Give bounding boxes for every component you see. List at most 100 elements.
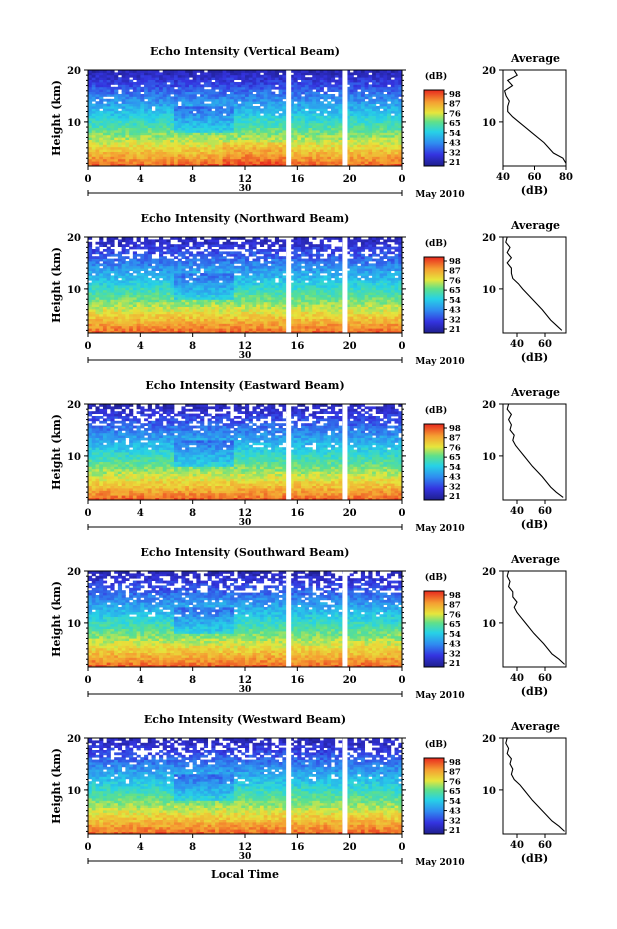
heatmap-cell (323, 103, 328, 107)
heatmap-cell (159, 115, 164, 119)
heatmap-cell (144, 301, 149, 305)
heatmap-cell (102, 301, 108, 305)
heatmap-cell (230, 101, 235, 104)
heatmap-cell (349, 113, 354, 116)
heatmap-cell (117, 132, 123, 136)
heatmap-cell (203, 321, 209, 324)
heatmap-cell (241, 113, 246, 116)
heatmap-cell (357, 151, 362, 155)
heatmap-cell (173, 127, 179, 131)
heatmap-cell (106, 98, 111, 102)
heatmap-cell (181, 316, 186, 319)
heatmap-cell (259, 149, 265, 152)
heatmap-cell (289, 163, 294, 167)
heatmap-cell (129, 96, 134, 100)
heatmap-cell (102, 127, 108, 131)
heatmap-cell (241, 84, 246, 88)
heatmap-cell (301, 79, 306, 83)
heatmap-cell (252, 101, 257, 104)
heatmap-cell (398, 91, 403, 95)
x-tick-label: 16 (290, 174, 304, 185)
heatmap-cell (132, 96, 137, 100)
heatmap-cell (230, 330, 235, 334)
heatmap-cell (256, 120, 261, 124)
heatmap-cell (211, 301, 216, 305)
heatmap-cell (282, 77, 287, 80)
heatmap-cell (162, 289, 167, 293)
heatmap-cell (278, 151, 283, 155)
heatmap-cell (383, 287, 388, 291)
heatmap-cell (226, 297, 231, 300)
heatmap-cell (390, 149, 395, 152)
heatmap-cell (203, 328, 209, 331)
heatmap-cell (200, 122, 205, 126)
heatmap-cell (151, 72, 156, 76)
heatmap-cell (125, 149, 130, 152)
heatmap-cell (147, 299, 152, 303)
heatmap-cell (245, 110, 250, 114)
heatmap-cell (379, 139, 384, 143)
heatmap-cell (110, 115, 115, 119)
heatmap-cell (278, 127, 283, 131)
heatmap-cell (88, 103, 93, 107)
heatmap-cell (95, 304, 100, 307)
heatmap-cell (398, 163, 403, 167)
heatmap-cell (390, 299, 395, 303)
heatmap-cell (360, 91, 366, 95)
heatmap-cell (278, 311, 283, 315)
heatmap-cell (383, 161, 388, 164)
heatmap-cell (349, 98, 354, 102)
heatmap-cell (211, 146, 216, 150)
heatmap-cell (99, 323, 104, 327)
heatmap-cell (200, 130, 205, 133)
heatmap-cell (379, 120, 384, 124)
heatmap-cell (256, 163, 261, 167)
heatmap-cell (196, 325, 201, 329)
heatmap-cell (263, 84, 268, 88)
heatmap-cell (222, 103, 227, 107)
heatmap-cell (338, 146, 343, 150)
heatmap-cell (147, 137, 152, 140)
heatmap-cell (308, 122, 313, 126)
heatmap-cell (106, 103, 111, 107)
heatmap-cell (248, 120, 253, 124)
heatmap-cell (155, 304, 160, 307)
heatmap-cell (301, 142, 306, 145)
heatmap-cell (375, 98, 380, 102)
heatmap-cell (203, 318, 209, 322)
heatmap-cell (117, 72, 123, 76)
heatmap-cell (144, 149, 149, 152)
data-gap (286, 70, 292, 166)
heatmap-cell (274, 163, 280, 167)
heatmap-cell (151, 294, 156, 298)
heatmap-cell (375, 137, 380, 140)
heatmap-cell (263, 120, 268, 124)
heatmap-cell (323, 325, 328, 329)
heatmap-cell (110, 294, 115, 298)
heatmap-cell (185, 154, 190, 157)
heatmap-cell (218, 161, 223, 164)
heatmap-cell (357, 120, 362, 124)
heatmap-cell (140, 146, 145, 150)
heatmap-cell (241, 142, 246, 145)
heatmap-cell (196, 142, 201, 145)
heatmap-cell (297, 144, 302, 148)
heatmap-cell (297, 134, 302, 138)
heatmap-cell (129, 91, 134, 95)
heatmap-cell (106, 142, 111, 145)
heatmap-cell (387, 134, 392, 138)
heatmap-cell (173, 321, 179, 324)
heatmap-cell (95, 289, 100, 293)
heatmap-cell (110, 142, 115, 145)
heatmap-cell (117, 299, 123, 303)
heatmap-cell (114, 142, 119, 145)
heatmap-cell (132, 84, 137, 88)
heatmap-cell (330, 89, 336, 92)
heatmap-cell (379, 115, 384, 119)
heatmap-cell (226, 96, 231, 100)
heatmap-cell (368, 70, 373, 73)
heatmap-cell (177, 287, 182, 291)
heatmap-cell (293, 330, 298, 334)
heatmap-cell (207, 292, 212, 295)
heatmap-cell (162, 122, 167, 126)
